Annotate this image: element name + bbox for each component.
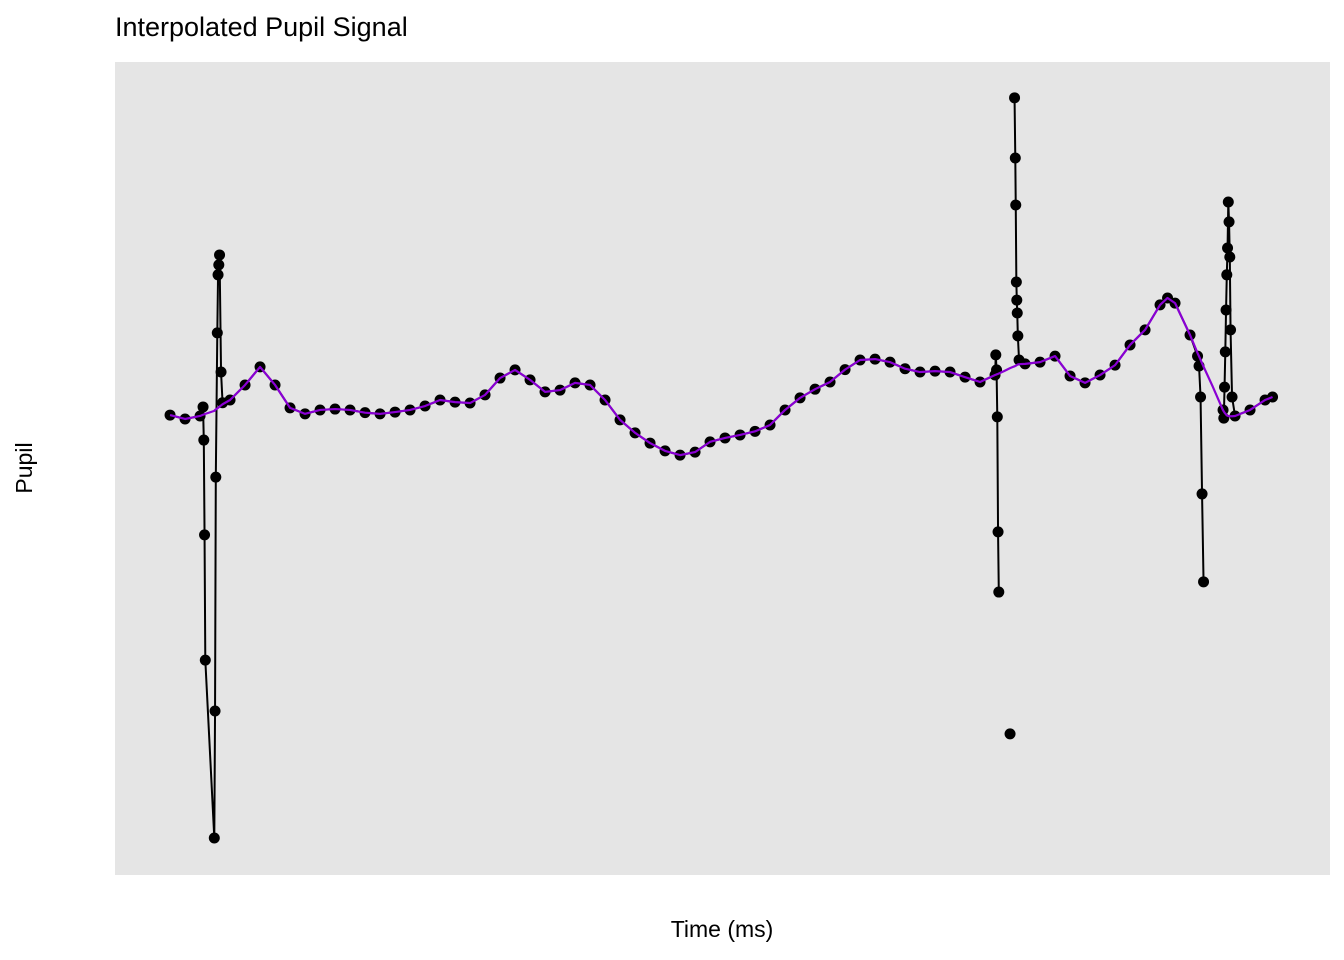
data-point bbox=[198, 434, 210, 446]
data-point bbox=[1222, 242, 1234, 254]
data-point bbox=[1221, 269, 1233, 281]
data-point bbox=[199, 654, 211, 666]
data-point bbox=[1223, 216, 1235, 228]
data-point bbox=[1225, 324, 1237, 336]
data-point bbox=[1198, 576, 1210, 588]
data-point bbox=[211, 327, 223, 339]
data-point bbox=[1009, 92, 1021, 104]
data-point bbox=[1220, 304, 1232, 316]
data-point bbox=[993, 586, 1005, 598]
data-point bbox=[197, 401, 209, 413]
series-line bbox=[169, 296, 1273, 457]
data-point bbox=[199, 529, 211, 541]
y-axis-title: Pupil bbox=[11, 442, 37, 493]
data-point bbox=[210, 471, 222, 483]
data-point bbox=[1219, 346, 1231, 358]
data-point bbox=[1004, 728, 1016, 740]
data-point bbox=[1195, 391, 1207, 403]
data-point bbox=[209, 705, 221, 717]
data-point bbox=[1009, 152, 1021, 164]
data-point bbox=[1011, 307, 1023, 319]
panel-background bbox=[115, 62, 1330, 875]
data-point bbox=[1219, 381, 1231, 393]
data-point bbox=[991, 411, 1003, 423]
data-point bbox=[208, 832, 220, 844]
chart-title: Interpolated Pupil Signal bbox=[115, 12, 408, 42]
data-point bbox=[1222, 196, 1234, 208]
data-point bbox=[1226, 391, 1238, 403]
x-axis-title: Time (ms) bbox=[671, 916, 774, 942]
data-point bbox=[1011, 294, 1023, 306]
data-point bbox=[213, 259, 225, 271]
data-point bbox=[1224, 251, 1236, 263]
data-point bbox=[1218, 412, 1230, 424]
data-point bbox=[214, 249, 226, 261]
data-point bbox=[990, 349, 1002, 361]
data-point bbox=[1012, 330, 1024, 342]
data-point bbox=[992, 526, 1004, 538]
data-point bbox=[1010, 199, 1022, 211]
data-point bbox=[1010, 276, 1022, 288]
data-point bbox=[212, 269, 224, 281]
data-point bbox=[215, 366, 227, 378]
marks bbox=[164, 92, 1279, 844]
data-point bbox=[1196, 488, 1208, 500]
